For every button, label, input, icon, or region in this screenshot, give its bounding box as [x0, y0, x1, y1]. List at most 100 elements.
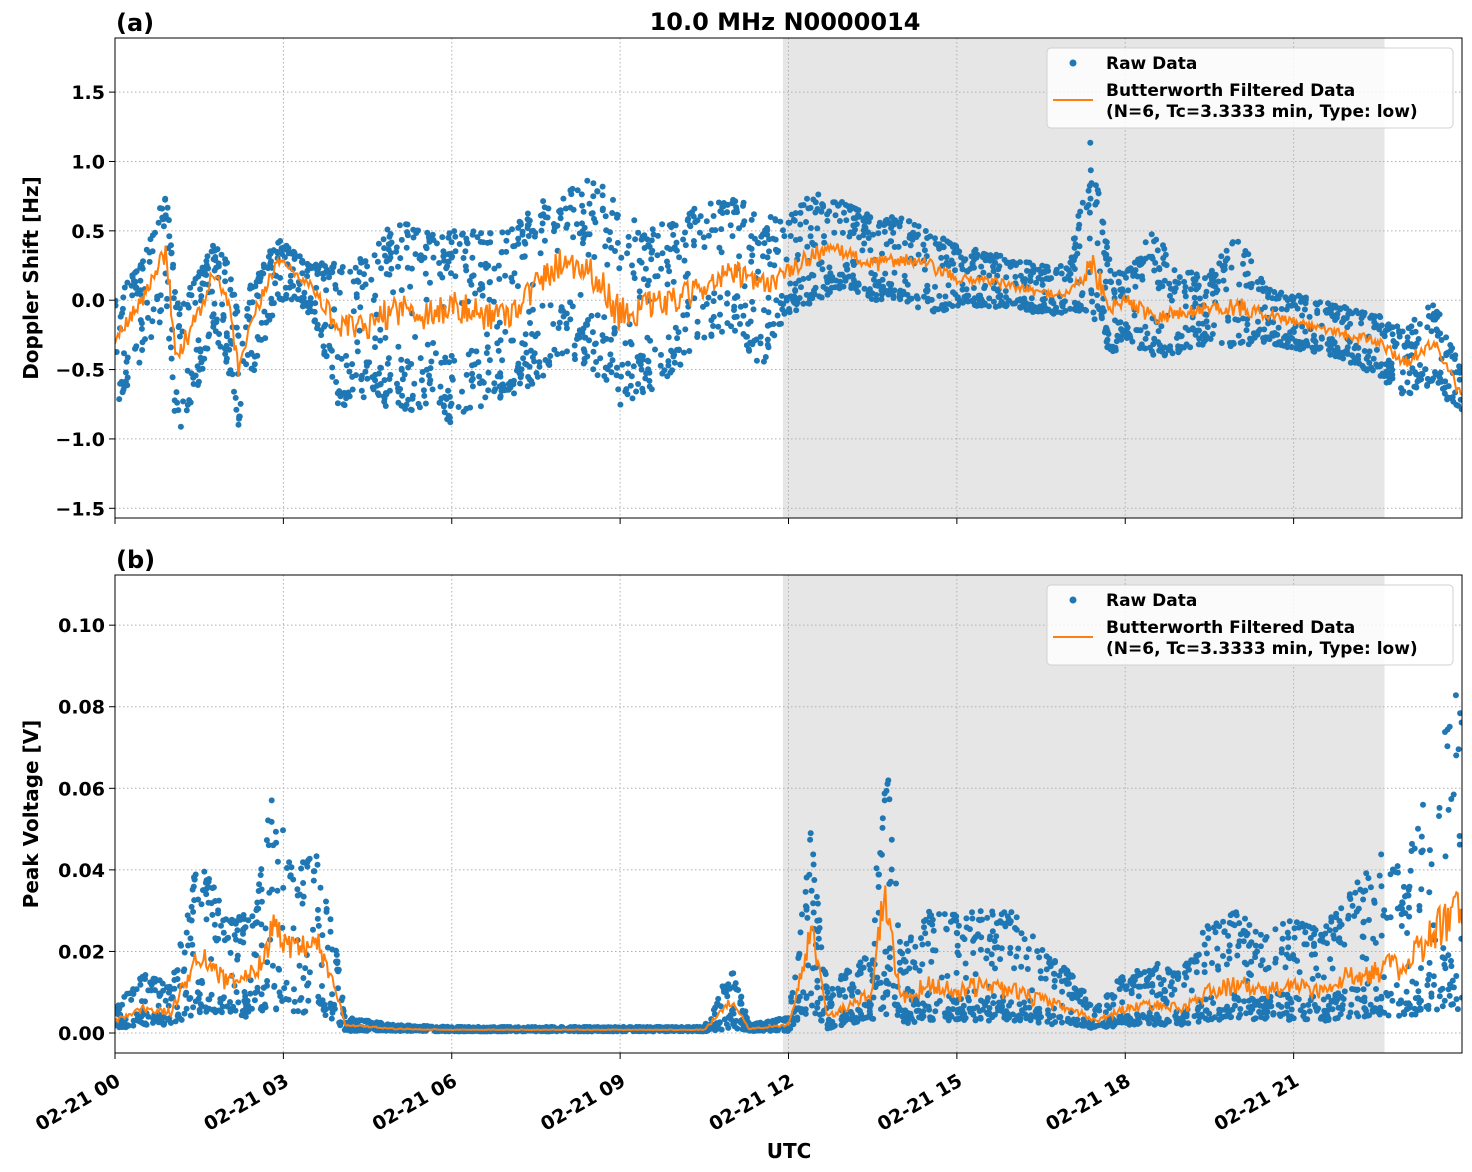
- raw-data-point: [1252, 928, 1259, 935]
- raw-data-point: [827, 270, 834, 277]
- raw-data-point: [1053, 268, 1060, 275]
- raw-data-point: [515, 360, 522, 367]
- raw-data-point: [961, 936, 968, 943]
- raw-data-point: [625, 360, 631, 367]
- raw-data-point: [180, 398, 187, 405]
- raw-data-point: [460, 255, 467, 261]
- raw-data-point: [152, 976, 159, 982]
- raw-data-point: [1343, 315, 1350, 321]
- raw-data-point: [1166, 280, 1173, 287]
- raw-data-point: [907, 937, 914, 944]
- raw-data-point: [804, 243, 811, 250]
- raw-data-point: [1380, 974, 1387, 981]
- raw-data-point: [1158, 981, 1164, 988]
- raw-data-point: [358, 387, 365, 394]
- raw-data-point: [479, 281, 485, 288]
- raw-data-point: [944, 973, 951, 979]
- raw-data-point: [423, 245, 430, 252]
- raw-data-point: [1360, 919, 1367, 926]
- raw-data-point: [327, 916, 334, 923]
- raw-data-point: [590, 348, 597, 355]
- raw-data-point: [576, 230, 583, 237]
- raw-data-point: [412, 334, 419, 340]
- raw-data-point: [569, 303, 576, 310]
- raw-data-point: [802, 888, 809, 895]
- raw-data-point: [220, 929, 227, 936]
- raw-data-point: [196, 1009, 203, 1016]
- raw-data-point: [1185, 269, 1192, 276]
- raw-data-point: [326, 342, 333, 349]
- raw-data-point: [1204, 324, 1211, 331]
- raw-data-point: [673, 239, 680, 246]
- raw-data-point: [539, 220, 546, 227]
- raw-data-point: [1371, 899, 1378, 906]
- raw-data-point: [258, 269, 265, 276]
- raw-data-point: [385, 246, 392, 253]
- raw-data-point: [894, 1012, 901, 1018]
- raw-data-point: [888, 866, 895, 873]
- raw-data-point: [761, 307, 767, 314]
- raw-data-point: [878, 283, 885, 290]
- raw-data-point: [371, 252, 378, 259]
- raw-data-point: [1411, 316, 1418, 323]
- raw-data-point: [137, 287, 144, 294]
- raw-data-point: [187, 1012, 194, 1019]
- raw-data-point: [220, 994, 227, 1001]
- raw-data-point: [478, 230, 485, 237]
- raw-data-point: [995, 999, 1002, 1006]
- raw-data-point: [1215, 278, 1222, 285]
- raw-data-point: [984, 914, 991, 921]
- raw-data-point: [871, 917, 878, 924]
- raw-data-point: [812, 1010, 819, 1017]
- raw-data-point: [908, 1015, 915, 1022]
- raw-data-point: [1361, 365, 1368, 372]
- raw-data-point: [716, 244, 723, 251]
- raw-data-point: [961, 257, 968, 264]
- raw-data-point: [977, 908, 984, 915]
- raw-data-point: [888, 214, 895, 221]
- raw-data-point: [1413, 980, 1420, 987]
- raw-data-point: [342, 391, 349, 398]
- raw-data-point: [586, 200, 593, 207]
- raw-data-point: [841, 209, 847, 216]
- raw-data-point: [1457, 710, 1462, 717]
- raw-data-point: [188, 903, 195, 910]
- raw-data-point: [166, 233, 173, 240]
- raw-data-point: [563, 320, 570, 327]
- raw-data-point: [715, 199, 722, 206]
- raw-data-point: [523, 349, 530, 356]
- raw-data-point: [886, 954, 893, 961]
- raw-data-point: [742, 302, 749, 309]
- raw-data-point: [1102, 252, 1109, 259]
- raw-data-point: [623, 386, 630, 393]
- raw-data-point: [816, 261, 823, 268]
- raw-data-point: [130, 1022, 137, 1029]
- raw-data-point: [950, 260, 957, 267]
- raw-data-point: [635, 381, 642, 387]
- raw-data-point: [227, 999, 233, 1005]
- raw-data-point: [1310, 348, 1317, 355]
- raw-data-point: [1065, 971, 1072, 977]
- raw-data-point: [319, 983, 325, 989]
- raw-data-point: [814, 1004, 821, 1011]
- raw-data-point: [404, 221, 411, 228]
- raw-data-point: [879, 250, 885, 257]
- raw-data-point: [1398, 923, 1405, 929]
- raw-data-point: [1240, 260, 1246, 267]
- raw-data-point: [1376, 313, 1383, 319]
- raw-data-point: [1427, 313, 1434, 320]
- raw-data-point: [172, 1018, 179, 1025]
- y-tick-label: −1.0: [55, 429, 105, 451]
- raw-data-point: [231, 932, 238, 939]
- raw-data-point: [251, 361, 258, 368]
- raw-data-point: [520, 355, 527, 362]
- raw-data-point: [839, 229, 846, 236]
- raw-data-point: [386, 233, 393, 240]
- raw-data-point: [793, 307, 800, 314]
- raw-data-point: [144, 299, 151, 306]
- raw-data-point: [619, 361, 626, 368]
- raw-data-point: [577, 291, 584, 298]
- raw-data-point: [1389, 331, 1396, 338]
- raw-data-point: [330, 264, 337, 271]
- raw-data-point: [125, 1022, 131, 1029]
